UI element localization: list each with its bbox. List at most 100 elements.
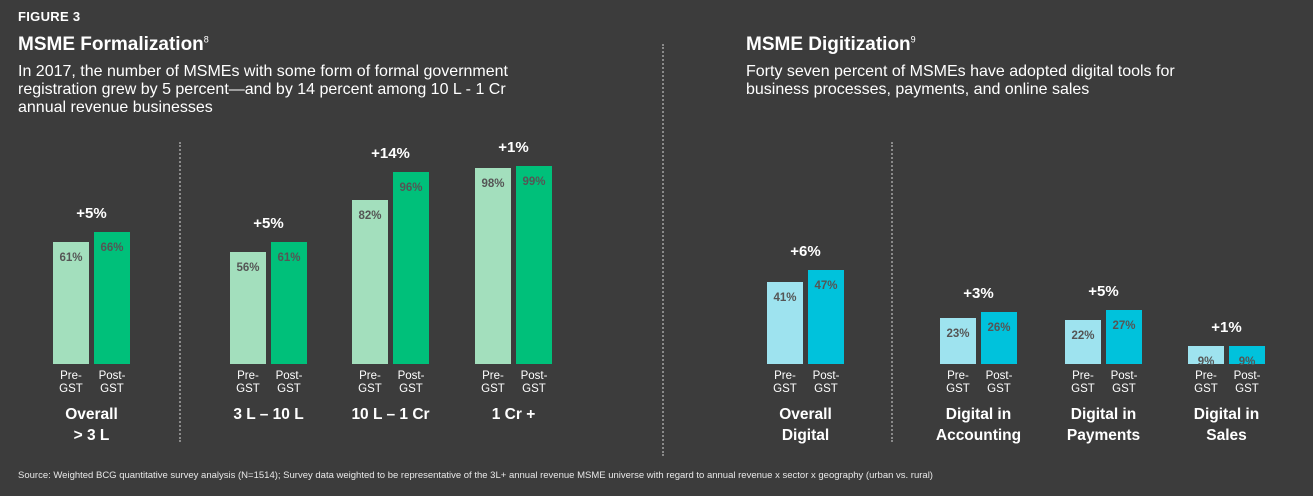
bar-value-label: 27%	[1112, 320, 1135, 332]
bar-sublabel: GST	[1235, 383, 1259, 395]
bar	[475, 168, 511, 364]
category-label: > 3 L	[74, 427, 110, 444]
change-label: +3%	[963, 285, 993, 302]
bar-value-label: 47%	[814, 280, 837, 292]
bar	[352, 200, 388, 364]
left-panel-title: MSME Formalization8	[18, 34, 209, 56]
bar-value-label: 22%	[1071, 330, 1094, 342]
bar	[516, 166, 552, 364]
bar-sublabel: Pre-	[774, 370, 796, 382]
bar	[767, 282, 803, 364]
bar	[1065, 320, 1101, 364]
change-label: +5%	[253, 215, 283, 232]
bar-sublabel: Post-	[986, 370, 1013, 382]
bar	[271, 242, 307, 364]
bar-value-label: 98%	[481, 178, 504, 190]
right-panel-title: MSME Digitization9	[746, 34, 916, 56]
bar-value-label: 23%	[946, 328, 969, 340]
category-label: Digital	[782, 427, 829, 444]
bar-sublabel: GST	[100, 383, 124, 395]
category-label: Overall	[65, 406, 118, 423]
bar-sublabel: GST	[987, 383, 1011, 395]
bar-value-label: 66%	[100, 242, 123, 254]
left-subtitle-line: registration grew by 5 percent—and by 14…	[18, 81, 506, 98]
bar-value-label: 9%	[1198, 356, 1215, 368]
bar	[1229, 346, 1265, 364]
bar	[940, 318, 976, 364]
category-label: Overall	[779, 406, 832, 423]
bar-sublabel: GST	[1071, 383, 1095, 395]
category-label: Digital in	[1071, 406, 1136, 423]
bar-sublabel: Pre-	[947, 370, 969, 382]
left-subtitle-line: In 2017, the number of MSMEs with some f…	[18, 63, 508, 80]
category-label: Accounting	[936, 427, 1021, 444]
bar-value-label: 61%	[59, 252, 82, 264]
left-subtitle-line: annual revenue businesses	[18, 99, 213, 116]
right-panel-subtitle: Forty seven percent of MSMEs have adopte…	[746, 63, 1175, 99]
bar-sublabel: Pre-	[1195, 370, 1217, 382]
change-label: +5%	[76, 205, 106, 222]
left-panel-subtitle: In 2017, the number of MSMEs with some f…	[18, 63, 508, 117]
category-label: 3 L – 10 L	[233, 406, 303, 423]
bar-sublabel: GST	[236, 383, 260, 395]
figure-label: FIGURE 3	[18, 9, 81, 24]
bar-value-label: 96%	[399, 182, 422, 194]
bar-sublabel: GST	[773, 383, 797, 395]
category-label: 10 L – 1 Cr	[351, 406, 429, 423]
bar-sublabel: Pre-	[60, 370, 82, 382]
bar-sublabel: GST	[358, 383, 382, 395]
change-label: +6%	[790, 243, 820, 260]
bar	[808, 270, 844, 364]
bar-sublabel: Pre-	[1072, 370, 1094, 382]
source-note: Source: Weighted BCG quantitative survey…	[18, 470, 933, 481]
change-label: +1%	[1211, 319, 1241, 336]
bar-sublabel: GST	[399, 383, 423, 395]
bar-sublabel: GST	[481, 383, 505, 395]
bar-sublabel: GST	[1194, 383, 1218, 395]
change-label: +14%	[371, 145, 410, 162]
group-divider-right	[891, 142, 893, 442]
bar-sublabel: Pre-	[359, 370, 381, 382]
bar-sublabel: GST	[277, 383, 301, 395]
bar-value-label: 82%	[358, 210, 381, 222]
category-label: 1 Cr +	[492, 406, 536, 423]
bar-value-label: 56%	[236, 262, 259, 274]
bar	[230, 252, 266, 364]
category-label: Sales	[1206, 427, 1247, 444]
group-divider-left	[179, 142, 181, 442]
right-subtitle-line: Forty seven percent of MSMEs have adopte…	[746, 63, 1175, 80]
bar-value-label: 26%	[987, 322, 1010, 334]
bar-value-label: 99%	[522, 176, 545, 188]
category-label: Digital in	[1194, 406, 1259, 423]
change-label: +5%	[1088, 283, 1118, 300]
left-title-text: MSME Formalization	[18, 34, 204, 55]
bar-sublabel: Post-	[1111, 370, 1138, 382]
bar	[393, 172, 429, 364]
bar-sublabel: Post-	[521, 370, 548, 382]
bar-sublabel: Post-	[99, 370, 126, 382]
bar-sublabel: Pre-	[482, 370, 504, 382]
left-title-footnote: 8	[203, 34, 209, 45]
right-title-footnote: 9	[910, 34, 916, 45]
bar-sublabel: GST	[1112, 383, 1136, 395]
bar-sublabel: Post-	[276, 370, 303, 382]
bar	[1188, 346, 1224, 364]
panel-divider	[662, 44, 664, 456]
bar-sublabel: GST	[522, 383, 546, 395]
bar-sublabel: GST	[59, 383, 83, 395]
right-subtitle-line: business processes, payments, and online…	[746, 81, 1090, 98]
bar-value-label: 41%	[773, 292, 796, 304]
category-label: Payments	[1067, 427, 1140, 444]
bar-sublabel: Pre-	[237, 370, 259, 382]
bar	[1106, 310, 1142, 364]
bar-value-label: 9%	[1239, 356, 1256, 368]
bar-sublabel: Post-	[1234, 370, 1261, 382]
category-label: Digital in	[946, 406, 1011, 423]
bar-sublabel: GST	[946, 383, 970, 395]
bar-sublabel: GST	[814, 383, 838, 395]
bar	[981, 312, 1017, 364]
bar	[94, 232, 130, 364]
right-title-text: MSME Digitization	[746, 34, 911, 55]
bar-value-label: 61%	[277, 252, 300, 264]
